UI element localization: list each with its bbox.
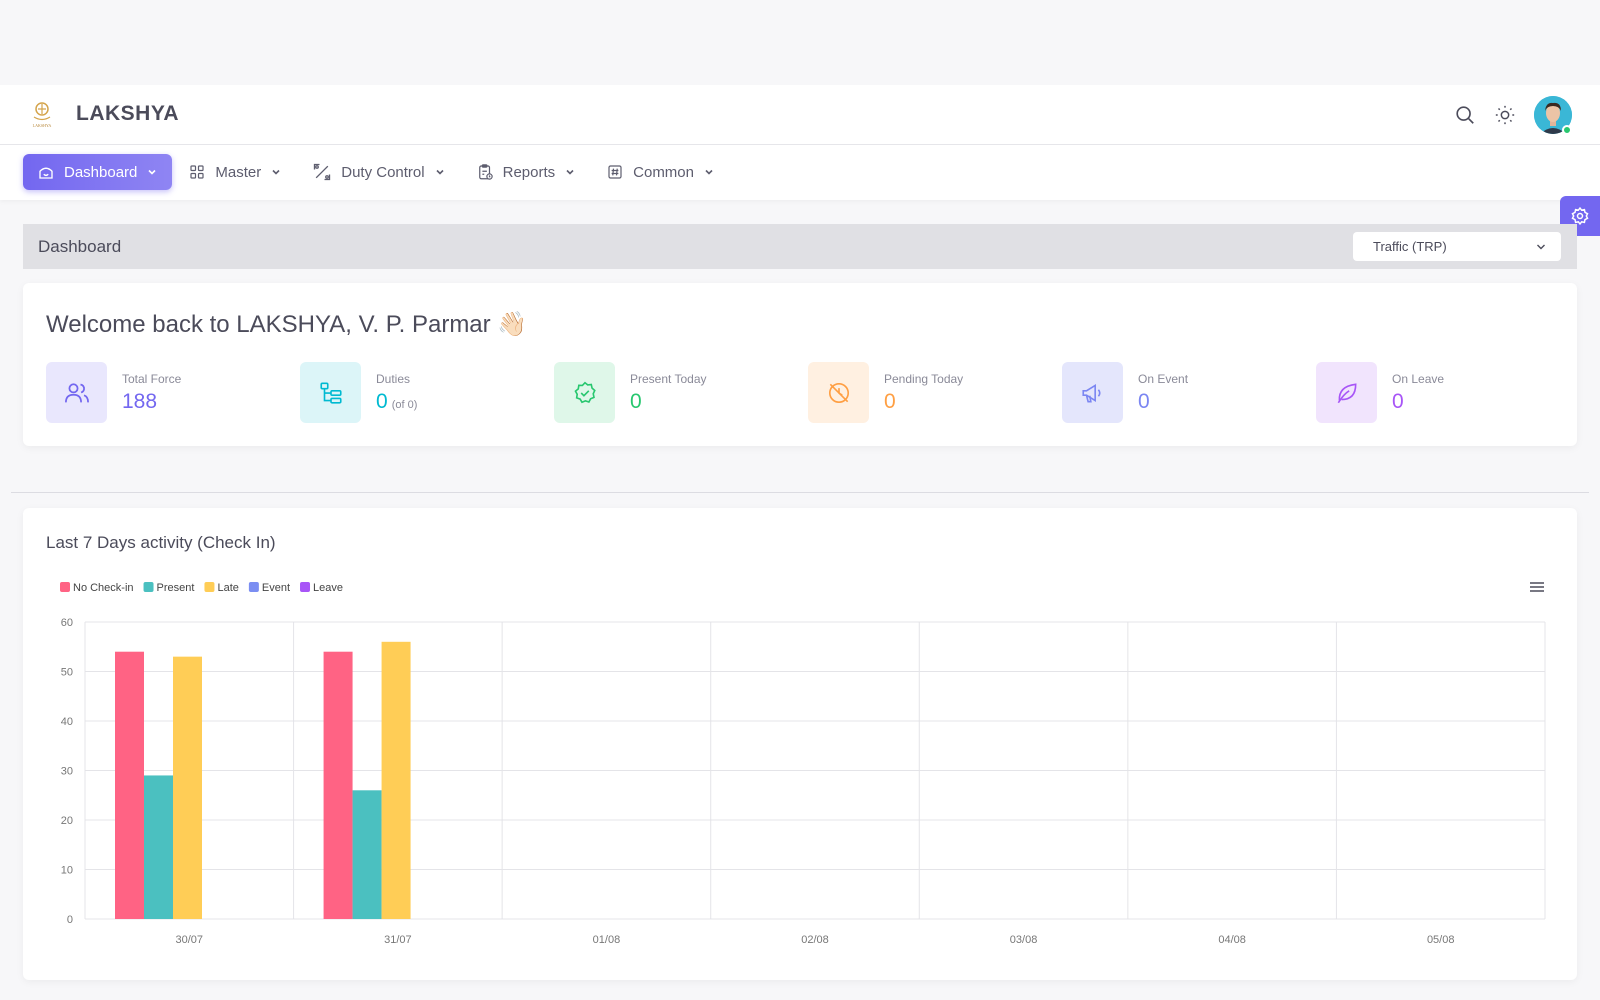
stat-label: On Leave: [1392, 371, 1445, 386]
stat-label: Present Today: [630, 371, 707, 386]
y-tick-label: 40: [61, 716, 73, 728]
x-tick-label: 05/08: [1427, 934, 1455, 946]
brand-name: LAKSHYA: [76, 102, 180, 125]
legend-label: Present: [157, 582, 195, 594]
home-icon: [37, 163, 55, 181]
x-tick-label: 04/08: [1218, 934, 1246, 946]
x-tick-label: 03/08: [1010, 934, 1038, 946]
user-avatar-icon: [1534, 96, 1572, 134]
bar-no-check-in: [323, 651, 353, 919]
checkin-chart-card: Last 7 Days activity (Check In) 0 10 20 30 4…: [23, 508, 1577, 980]
nav-item-dashboard[interactable]: Dashboard: [23, 154, 173, 190]
gear-icon: [1571, 206, 1589, 226]
legend-swatch: [204, 582, 215, 592]
nav-item-master[interactable]: Master: [174, 154, 296, 190]
stat-value: 188: [122, 389, 158, 413]
x-tick-label: 31/07: [384, 934, 412, 946]
x-tick-label: 30/07: [176, 934, 204, 946]
y-tick-label: 50: [61, 667, 73, 679]
x-tick-label: 01/08: [593, 934, 621, 946]
chevron-down-icon: [434, 166, 446, 178]
nav-label: Duty Control: [341, 163, 425, 181]
stat-total-force: Total Force 188: [46, 362, 300, 423]
sitemap-icon: [300, 362, 361, 423]
chevron-down-icon: [703, 166, 715, 178]
bar-no-check-in: [115, 651, 144, 919]
stat-label: Duties: [376, 371, 411, 386]
stat-on-event: On Event 0: [1062, 362, 1316, 423]
legend-swatch: [300, 582, 311, 592]
nav-label: Master: [215, 163, 262, 181]
chevron-down-icon: [146, 166, 158, 178]
y-tick-label: 0: [67, 914, 73, 926]
nav-item-reports[interactable]: Reports: [462, 154, 591, 190]
stat-sub: (of 0): [391, 398, 418, 411]
stat-label: Pending Today: [884, 371, 964, 386]
y-tick-label: 20: [61, 815, 73, 827]
percent-icon: [312, 162, 332, 182]
stat-pending-today: Pending Today 0: [808, 362, 1062, 423]
grid-icon: [188, 163, 206, 181]
lakshya-logo: LAKSHYA: [33, 102, 52, 128]
nav-item-common[interactable]: Common: [592, 154, 729, 190]
stat-value: 0: [1138, 389, 1150, 413]
clock-off-icon: [808, 362, 869, 423]
users-icon: [46, 362, 107, 423]
online-status-dot: [1562, 125, 1572, 135]
bar-present: [352, 790, 382, 919]
legend-swatch: [248, 582, 259, 592]
stat-value: 0: [630, 389, 642, 413]
sun-icon[interactable]: [1492, 102, 1518, 128]
page-header-bar: Dashboard Traffic (TRP): [23, 224, 1577, 269]
nav-label: Common: [633, 163, 694, 181]
x-tick-label: 02/08: [801, 934, 829, 946]
legend-label: No Check-in: [73, 582, 134, 594]
clipboard-icon: [476, 162, 494, 182]
chart-title: Last 7 Days activity (Check In): [46, 533, 276, 552]
search-icon[interactable]: [1452, 102, 1478, 128]
top-header: LAKSHYA LAKSHYA: [0, 85, 1600, 145]
stat-duties: Duties 0 (of 0): [300, 362, 554, 423]
nav-label: Dashboard: [64, 163, 138, 181]
y-tick-label: 10: [61, 865, 73, 877]
chart-menu-icon[interactable]: [1529, 580, 1545, 599]
legend-label: Leave: [313, 582, 343, 594]
logo-text: LAKSHYA: [33, 123, 52, 128]
stat-present-today: Present Today 0: [554, 362, 808, 423]
section-divider: [11, 492, 1589, 493]
stat-label: On Event: [1138, 371, 1189, 386]
hash-icon: [606, 163, 624, 181]
stat-value: 0: [376, 389, 388, 413]
unit-select-value: Traffic (TRP): [1373, 239, 1447, 254]
main-navbar: Dashboard Master Duty Control Reports Co…: [0, 145, 1600, 200]
welcome-heading: Welcome back to LAKSHYA, V. P. Parmar 👋🏻: [46, 311, 528, 338]
legend-label: Late: [217, 582, 238, 594]
stat-on-leave: On Leave 0: [1316, 362, 1570, 423]
stat-value: 0: [884, 389, 896, 413]
y-tick-label: 30: [61, 766, 73, 778]
bar-present: [144, 775, 173, 919]
chevron-down-icon: [270, 166, 282, 178]
stat-value: 0: [1392, 389, 1404, 413]
legend-swatch: [143, 582, 154, 592]
stat-label: Total Force: [122, 371, 182, 386]
unit-select[interactable]: Traffic (TRP): [1353, 232, 1561, 261]
nav-label: Reports: [502, 163, 556, 181]
brand[interactable]: LAKSHYA LAKSHYA: [26, 98, 179, 130]
bar-chart: 0 10 20 30 40 50 60 30/07 31/07 01/08 02/08 03/08 04…: [60, 582, 1546, 946]
leaf-icon: [1316, 362, 1377, 423]
chevron-down-icon: [1535, 241, 1547, 256]
y-tick-label: 60: [61, 617, 73, 629]
bar-late: [173, 656, 202, 919]
page-title: Dashboard: [38, 237, 122, 256]
nav-item-duty-control[interactable]: Duty Control: [298, 154, 459, 190]
welcome-card: Welcome back to LAKSHYA, V. P. Parmar 👋🏻…: [23, 283, 1577, 446]
badge-check-icon: [554, 362, 615, 423]
chevron-down-icon: [564, 166, 576, 178]
legend-label: Event: [262, 582, 290, 594]
bar-late: [381, 641, 411, 919]
legend-swatch: [60, 582, 70, 592]
megaphone-icon: [1062, 362, 1123, 423]
